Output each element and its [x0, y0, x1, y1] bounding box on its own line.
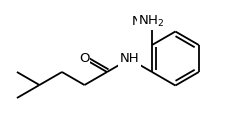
Text: NH: NH	[131, 15, 151, 28]
Text: O: O	[79, 53, 90, 65]
Text: NH$_2$: NH$_2$	[138, 14, 164, 29]
Text: NH: NH	[120, 53, 139, 65]
